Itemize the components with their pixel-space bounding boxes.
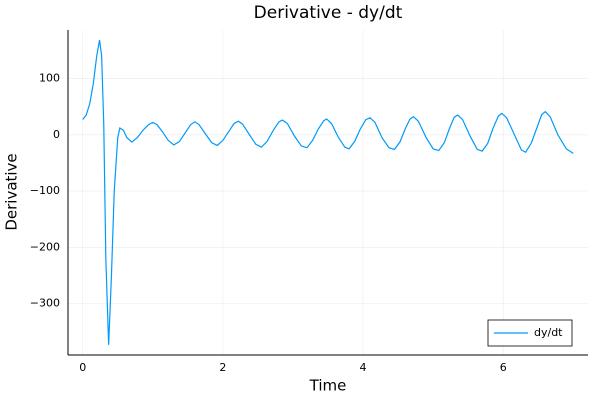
chart-title: Derivative - dy/dt <box>254 3 403 23</box>
y-axis-label: Derivative <box>3 153 21 230</box>
legend-label: dy/dt <box>534 326 563 339</box>
y-tick-label: −200 <box>30 240 60 253</box>
x-axis-label: Time <box>309 377 347 395</box>
x-tick-label: 0 <box>79 361 86 374</box>
x-tick-label: 4 <box>360 361 367 374</box>
x-tick-label: 6 <box>500 361 507 374</box>
data-line <box>82 40 574 345</box>
x-tick-label: 2 <box>219 361 226 374</box>
y-tick-label: −300 <box>30 297 60 310</box>
y-tick-label: 0 <box>53 128 60 141</box>
y-tick-label: 100 <box>39 71 60 84</box>
y-tick-label: −100 <box>30 184 60 197</box>
